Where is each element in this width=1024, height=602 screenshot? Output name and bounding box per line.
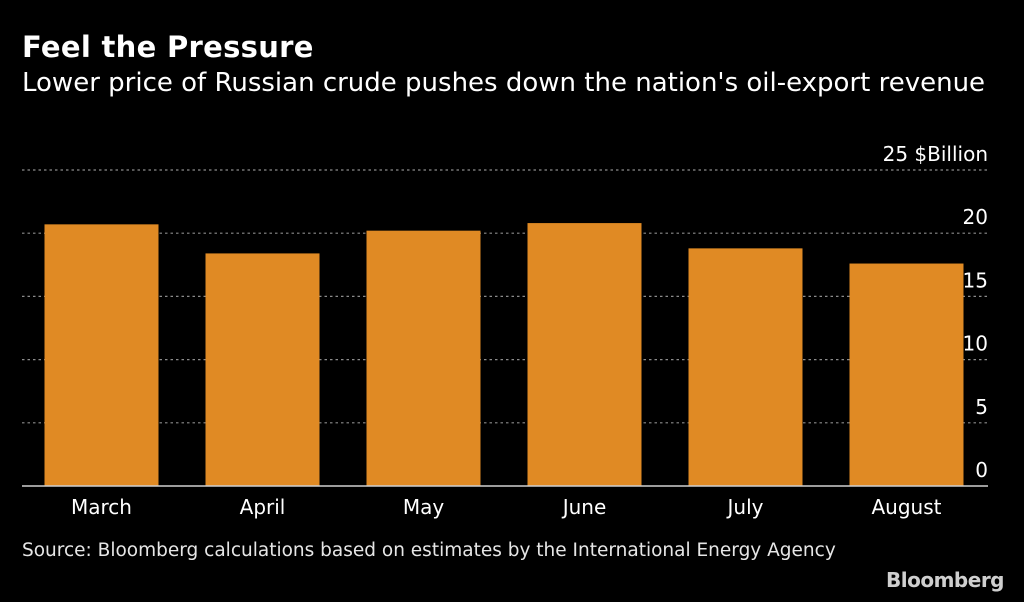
bar-august [849,263,964,486]
y-tick-label-10: 10 [963,332,988,356]
grid-lines [22,169,988,424]
y-tick-label-0: 0 [975,458,988,482]
x-tick-label-may: May [403,495,445,519]
bar-march [44,224,159,487]
bars [44,223,964,487]
x-tick-label-june: June [561,495,607,519]
bloomberg-logo: Bloomberg [886,568,1004,592]
x-tick-label-july: July [726,495,764,519]
y-tick-label-5: 5 [975,395,988,419]
y-tick-label-15: 15 [963,268,988,292]
bar-june [527,223,642,486]
source-note: Source: Bloomberg calculations based on … [22,540,836,561]
chart-title: Feel the Pressure [22,30,314,64]
labels: 0 5 10 15 20 25 $Billion March April May June July… [71,142,988,519]
x-tick-label-march: March [71,495,132,519]
chart-subtitle: Lower price of Russian crude pushes down… [22,68,986,98]
bar-july [688,248,803,486]
y-tick-label-20: 20 [963,205,988,229]
x-tick-label-april: April [240,495,286,519]
bar-april [205,253,320,486]
y-tick-label-25: 25 $Billion [883,142,988,166]
bar-may [366,230,481,486]
x-tick-label-august: August [872,495,942,519]
